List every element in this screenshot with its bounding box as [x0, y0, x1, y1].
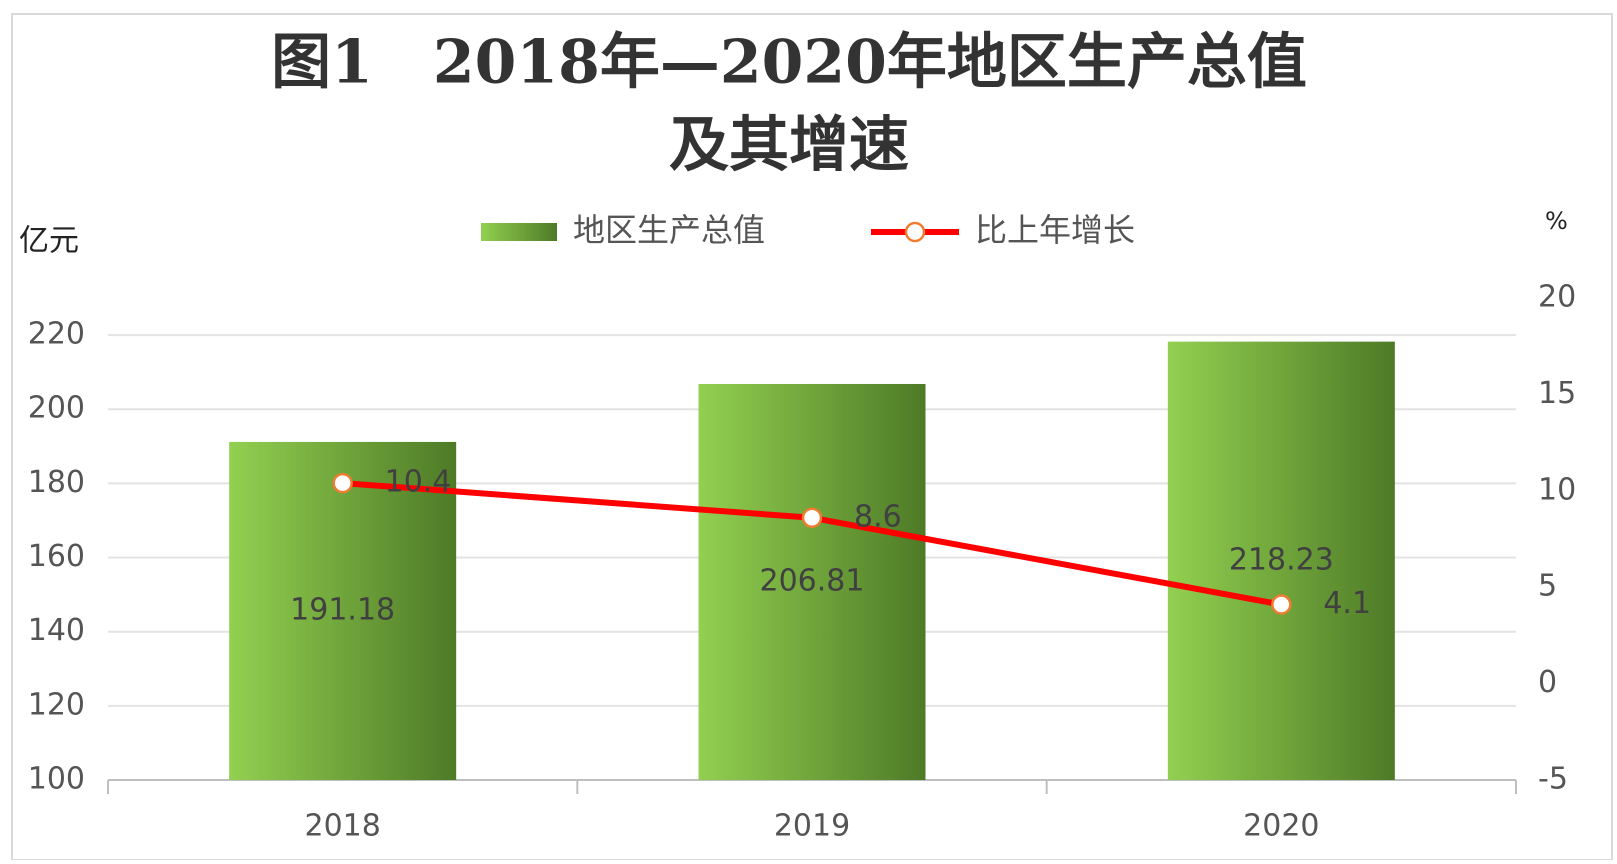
bar-value-label: 206.81 — [760, 563, 865, 598]
bar — [229, 441, 457, 780]
y-axis-label: 亿元 — [19, 224, 79, 259]
y2-tick-label: 20 — [1538, 280, 1576, 315]
y-tick-label: 200 — [28, 391, 85, 426]
legend-marker — [904, 221, 926, 243]
y-tick-label: 120 — [28, 687, 85, 722]
y2-axis-label: % — [1545, 207, 1568, 235]
x-tick-label: 2018 — [304, 809, 380, 844]
y-tick-label: 180 — [28, 465, 85, 500]
y2-tick-label: 5 — [1538, 569, 1557, 604]
y2-tick-label: 10 — [1538, 472, 1576, 507]
y2-tick-label: -5 — [1538, 762, 1568, 797]
bar — [698, 383, 926, 780]
x-tick-label: 2019 — [774, 809, 850, 844]
y-tick-label: 140 — [28, 613, 85, 648]
y2-tick-label: 15 — [1538, 376, 1576, 411]
line-marker — [1271, 594, 1292, 615]
legend-swatch — [481, 223, 557, 241]
y-tick-label: 220 — [28, 317, 85, 352]
chart-title: 及其增速 — [669, 111, 909, 181]
y-tick-label: 100 — [28, 762, 85, 797]
bar-value-label: 218.23 — [1229, 542, 1334, 577]
bar — [1167, 341, 1395, 780]
y-tick-label: 160 — [28, 539, 85, 574]
line-value-label: 8.6 — [854, 499, 902, 534]
bar-value-label: 191.18 — [290, 592, 395, 627]
line-value-label: 4.1 — [1323, 586, 1371, 621]
x-tick-label: 2020 — [1243, 809, 1319, 844]
line-marker — [332, 472, 353, 494]
chart-title: 图1 2018年—2020年地区生产总值 — [271, 28, 1307, 98]
legend-label: 地区生产总值 — [573, 211, 765, 249]
line-value-label: 10.4 — [385, 465, 452, 500]
y2-tick-label: 0 — [1538, 665, 1557, 700]
legend-label: 比上年增长 — [975, 211, 1135, 249]
line-marker — [801, 507, 823, 529]
